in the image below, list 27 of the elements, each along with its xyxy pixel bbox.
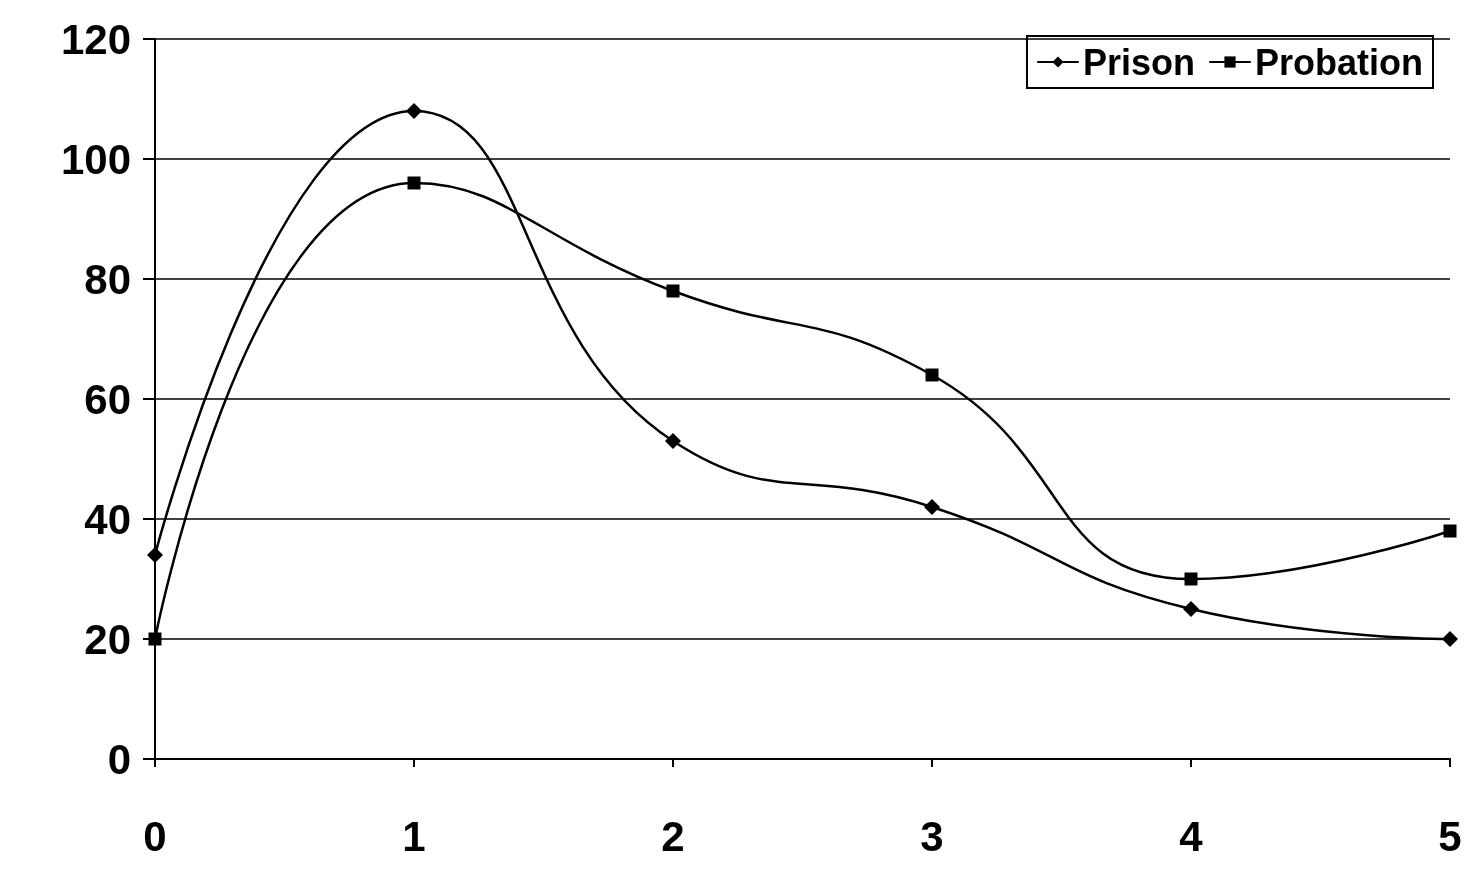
point: [147, 547, 163, 563]
x-tick-label: 0: [143, 812, 167, 860]
y-tick-label: 100: [60, 135, 131, 183]
x-tick-label: 1: [402, 812, 426, 860]
point: [1184, 572, 1198, 586]
point: [925, 368, 939, 382]
point: [406, 103, 422, 119]
point: [665, 433, 681, 449]
point: [148, 632, 162, 646]
legend-label: Probation: [1255, 41, 1424, 83]
y-tick-label: 20: [84, 615, 131, 663]
x-tick-label: 3: [920, 812, 944, 860]
y-tick-label: 40: [84, 495, 131, 543]
point: [1443, 524, 1457, 538]
x-tick-label: 4: [1179, 812, 1204, 860]
point: [407, 176, 421, 190]
point: [1442, 631, 1458, 647]
point: [666, 284, 680, 298]
y-tick-label: 120: [60, 15, 131, 63]
point: [1183, 601, 1199, 617]
y-tick-label: 80: [84, 255, 131, 303]
y-tick-label: 0: [107, 735, 131, 783]
y-tick-label: 60: [84, 375, 131, 423]
x-tick-label: 5: [1438, 812, 1462, 860]
legend-label: Prison: [1082, 41, 1196, 83]
point: [924, 499, 940, 515]
x-tick-label: 2: [661, 812, 685, 860]
